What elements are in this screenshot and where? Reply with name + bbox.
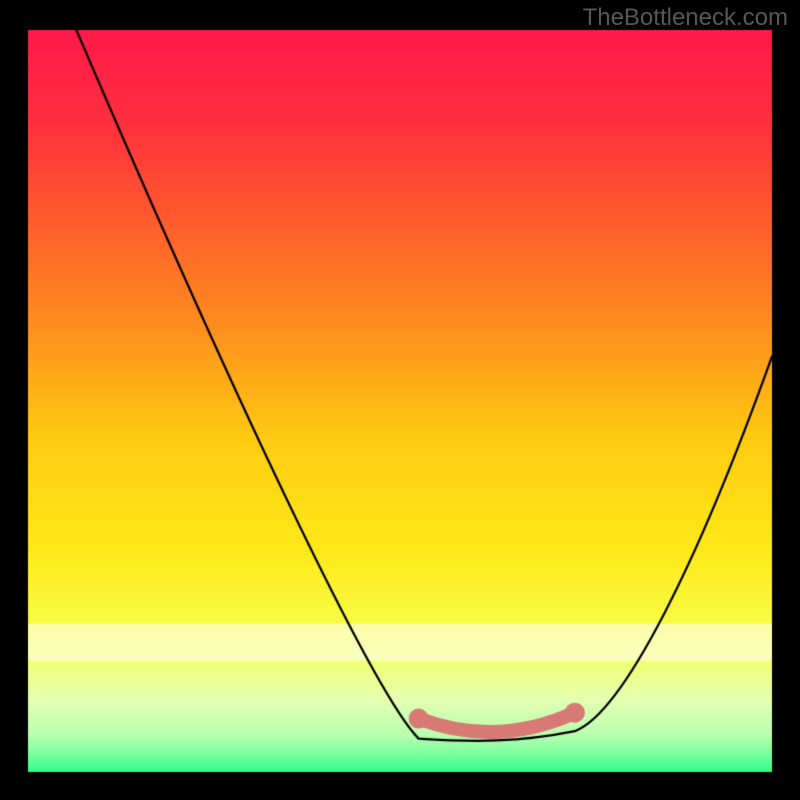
watermark-text: TheBottleneck.com — [583, 4, 788, 32]
bottleneck-curve-chart — [0, 0, 800, 800]
